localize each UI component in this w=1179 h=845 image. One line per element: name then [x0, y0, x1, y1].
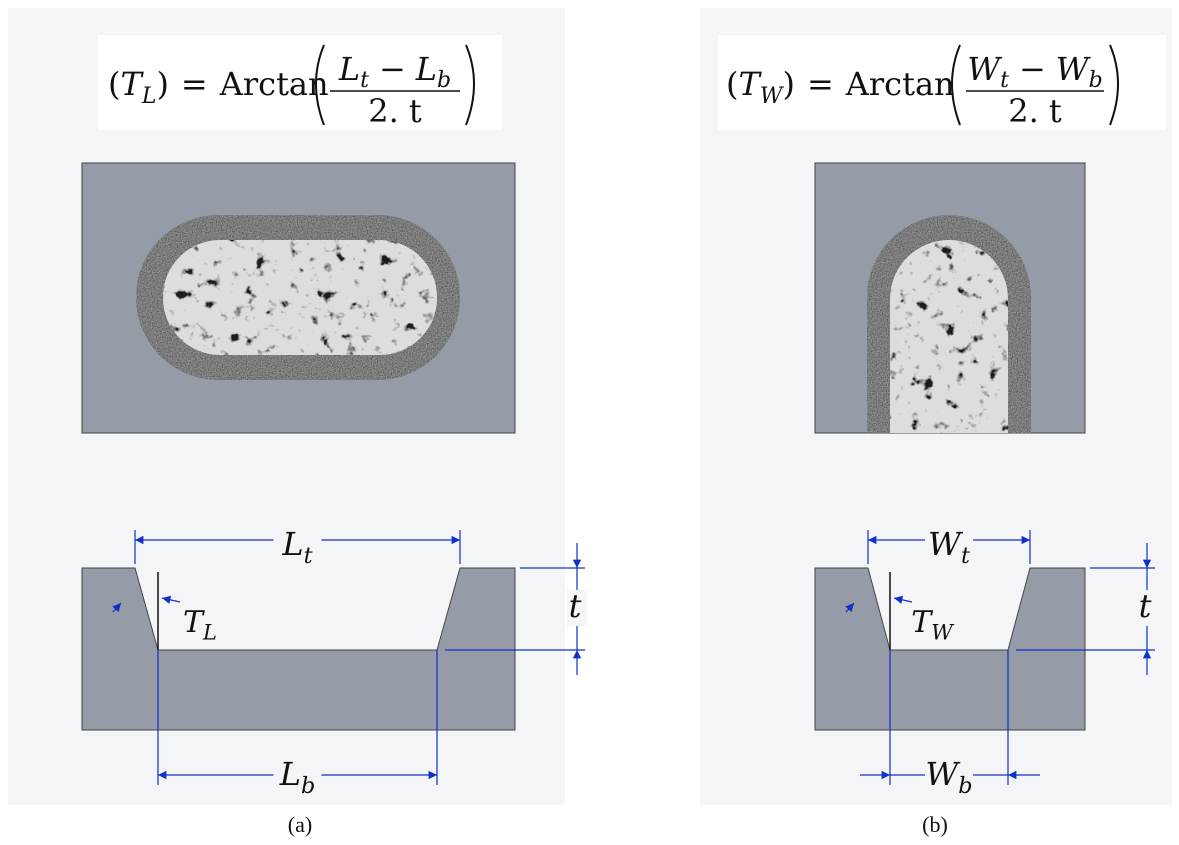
formula-open: ( [726, 65, 738, 103]
formula-denominator: 2. t [368, 92, 422, 130]
angle-label-main: T [911, 605, 933, 640]
num-var: L [415, 50, 437, 88]
formula-denominator: 2. t [1008, 92, 1062, 130]
formula-numerator: Wt−Wb [967, 50, 1103, 93]
depth-label: t [1139, 587, 1152, 625]
top-width-label-sub: t [304, 543, 314, 569]
formula-func: Arctan [845, 65, 955, 103]
num-sub: b [1089, 68, 1103, 93]
caption: (b) [922, 812, 948, 837]
formula-sub: W [760, 84, 785, 109]
num-var: W [967, 50, 1003, 88]
angle-label-sub: L [202, 621, 217, 645]
top-width-label-main: W [928, 525, 964, 563]
bottom-width-label-main: W [925, 755, 961, 793]
num-var: L [338, 50, 360, 88]
num-sub: t [1000, 68, 1009, 93]
num-minus: − [1019, 50, 1046, 88]
top-width-label-sub: t [961, 543, 971, 569]
formula-func: Arctan [219, 65, 329, 103]
formula-numerator: Lt−Lb [338, 50, 451, 93]
caption: (a) [288, 812, 312, 837]
num-sub: t [360, 68, 369, 93]
angle-label-sub: W [931, 621, 955, 645]
depth-label: t [569, 587, 582, 625]
formula-eq: = [807, 65, 834, 103]
figure: (TL)=ArctanLt−Lb2. tLtLbtTL(a)(TW)=Arcta… [0, 0, 1179, 841]
bottom-width-label-sub: b [958, 773, 972, 799]
bottom-width-label-main: L [279, 755, 301, 793]
slot-floor [890, 240, 1008, 433]
num-minus: − [379, 50, 406, 88]
bottom-width-label-sub: b [301, 773, 315, 799]
num-sub: b [437, 68, 451, 93]
formula-sub: L [141, 84, 157, 109]
num-var: W [1056, 50, 1092, 88]
formula-close: ) [156, 65, 168, 103]
top-width-label-main: L [281, 525, 303, 563]
formula-eq: = [181, 65, 208, 103]
angle-label-main: T [183, 605, 205, 640]
slot-floor [163, 240, 437, 355]
formula-open: ( [108, 65, 120, 103]
formula-close: ) [782, 65, 794, 103]
